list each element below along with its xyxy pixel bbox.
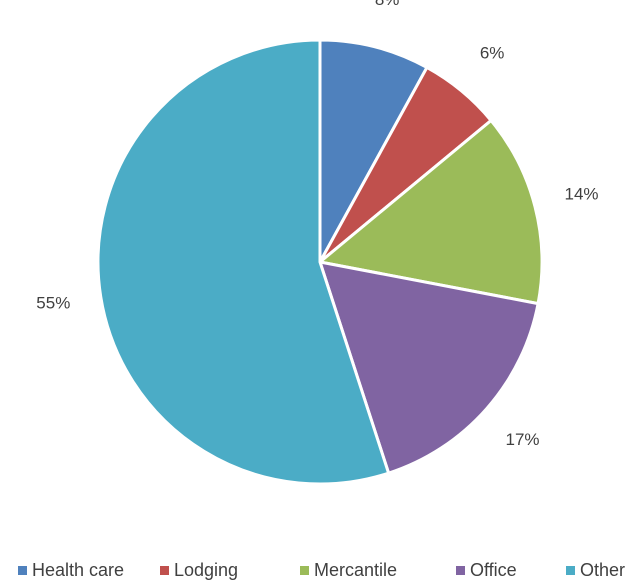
data-label: 55% xyxy=(36,294,70,313)
legend-swatch xyxy=(160,566,169,575)
legend-swatch xyxy=(566,566,575,575)
legend-swatch xyxy=(300,566,309,575)
data-label: 8% xyxy=(375,0,400,9)
data-label: 14% xyxy=(565,184,599,203)
legend-label: Lodging xyxy=(174,560,238,580)
pie-slice xyxy=(317,260,540,476)
legend-swatch xyxy=(456,566,465,575)
legend-label: Office xyxy=(470,560,517,580)
data-label: 17% xyxy=(506,430,540,449)
legend-swatch xyxy=(18,566,27,575)
pie-slice xyxy=(318,38,429,263)
legend-label: Health care xyxy=(32,560,124,580)
pie-slice xyxy=(96,38,391,486)
legend-label: Mercantile xyxy=(314,560,397,580)
pie-slice xyxy=(316,118,544,306)
data-label: 6% xyxy=(480,43,505,62)
legend-label: Other xyxy=(580,560,625,580)
